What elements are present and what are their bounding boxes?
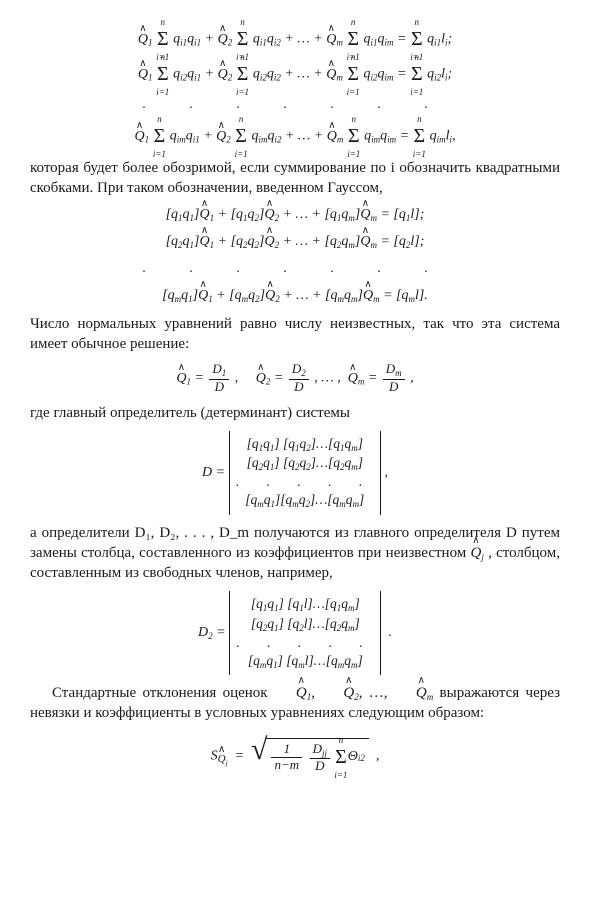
para-gauss-notation: которая будет более обозримой, если сумм…	[30, 158, 560, 199]
normal-eq-row-m: Q1 Σ qimqi1 + Q2 Σ qimqi2 + … + Qm Σ qim…	[30, 123, 560, 150]
bracket-eq-row-1: [q1q1]Q1 + [q1q2]Q2 + … + [q1qm]Qm = [q1…	[30, 206, 560, 225]
bracket-eq-dots: . . . . . . .	[30, 260, 560, 279]
para-sub-determinants: а определители D₁, D₂, . . . , D_m получ…	[30, 523, 560, 584]
determinant-d2: D2 = [q1q1] [q1l]…[q1qm] [q2q1] [q2l]…[q…	[30, 591, 560, 675]
normal-eq-dots: . . . . . . .	[30, 96, 560, 115]
para-main-det: где главный определитель (детерминант) с…	[30, 403, 560, 423]
normal-eq-row-1: Q1 Σ qi1qi1 + Q2 Σ qi1qi2 + … + Qm Σ qi1…	[30, 26, 560, 53]
determinant-d: D = [q1q1] [q1q2]…[q1qm] [q2q1] [q2q2]…[…	[30, 431, 560, 515]
para-std-intro: Стандартные отклонения оценок Q1, Q2, …,…	[30, 683, 560, 724]
bracket-eq-row-2: [q2q1]Q1 + [q2q2]Q2 + … + [q2qm]Qm = [q2…	[30, 233, 560, 252]
normal-eq-row-2: Q1 Σ qi2qi1 + Q2 Σ qi2qi2 + … + Qm Σ qi2…	[30, 61, 560, 88]
bracket-eq-row-m: [qmq1]Q1 + [qmq2]Q2 + … + [qmqm]Qm = [qm…	[30, 287, 560, 306]
std-dev-eq: SQj = √ 1n−m DjjD Σ Θi2 ,	[30, 738, 560, 774]
qhat-j-inline: Q	[471, 543, 482, 563]
solution-eq: Q1 = D1D , Q2 = D2D , … , Qm = DmD ,	[30, 362, 560, 394]
para-normal-count: Число нормальных уравнений равно числу н…	[30, 314, 560, 355]
